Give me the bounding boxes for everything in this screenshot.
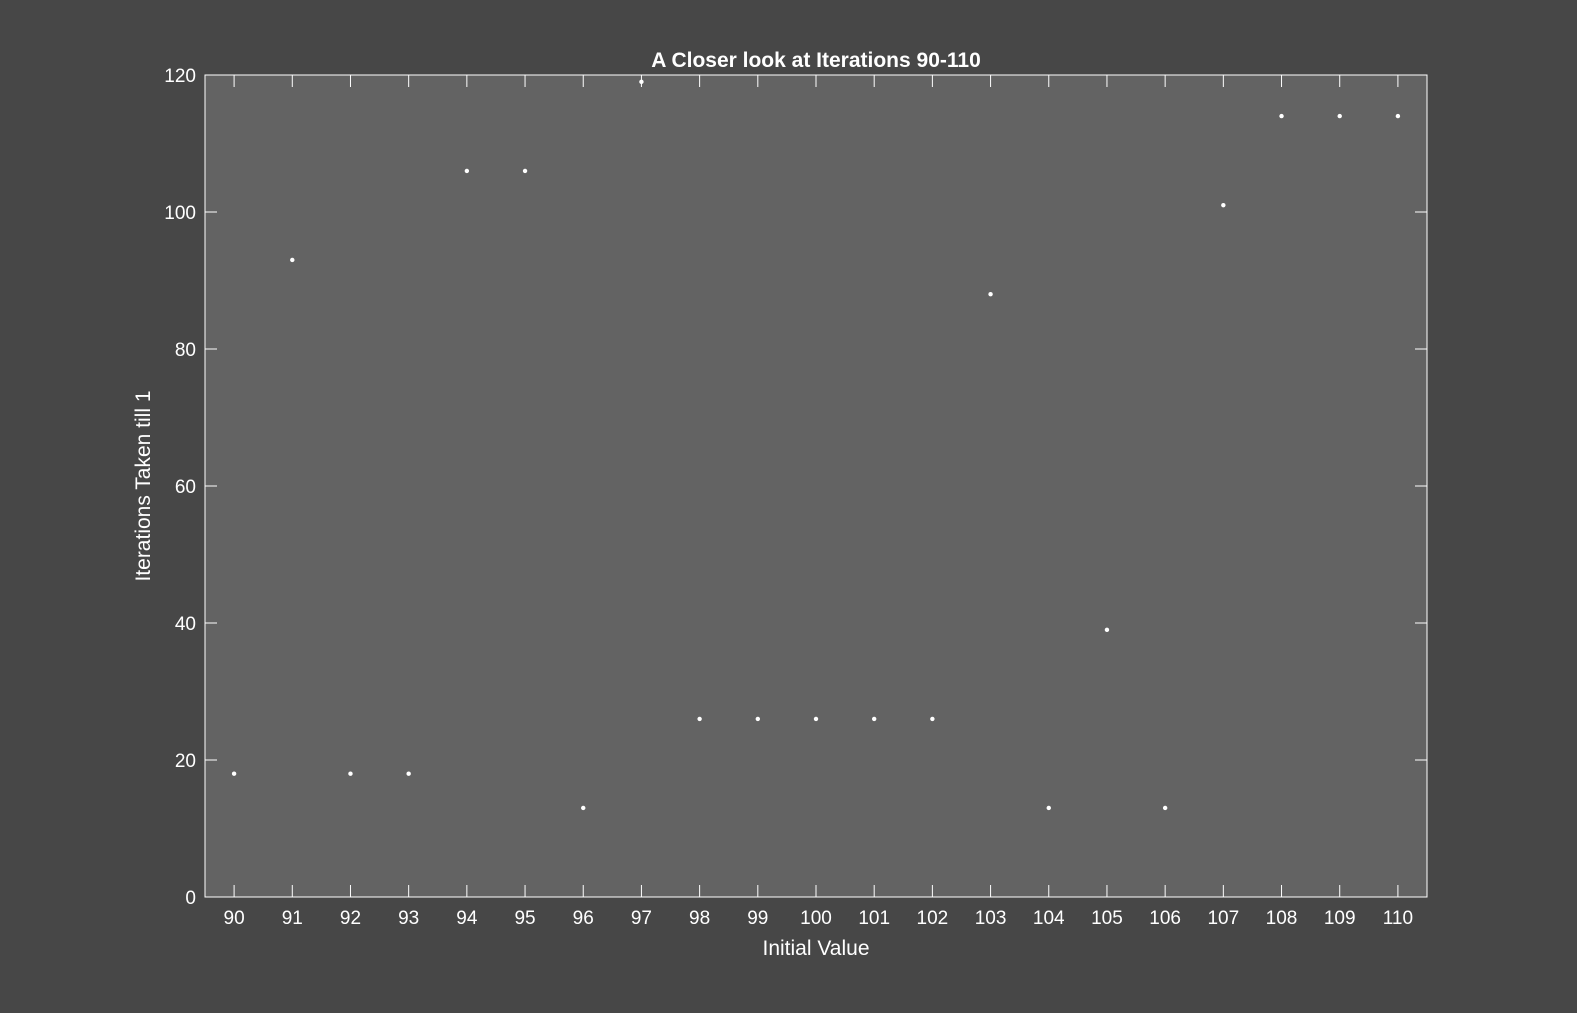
chart-title: A Closer look at Iterations 90-110 [651, 49, 981, 72]
data-point [406, 771, 411, 776]
data-point [290, 257, 295, 263]
y-tick-label: 40 [175, 614, 196, 635]
data-point [813, 716, 819, 722]
x-tick-label: 108 [1266, 908, 1298, 929]
x-tick-label: 91 [282, 908, 303, 929]
y-tick-label: 80 [175, 340, 196, 361]
y-axis-label: Iterations Taken till 1 [132, 390, 155, 581]
data-point [581, 805, 586, 811]
y-tick-label: 60 [175, 477, 196, 498]
x-tick-label: 106 [1149, 908, 1181, 929]
x-tick-label: 110 [1383, 908, 1413, 929]
axis-ticks [205, 74, 1427, 898]
x-tick-label: 103 [975, 908, 1007, 929]
y-tick-label: 120 [164, 66, 196, 87]
x-tick-label: 94 [456, 908, 478, 929]
x-tick-label: 97 [631, 908, 652, 929]
data-point [930, 716, 935, 722]
x-tick-label: 95 [514, 908, 535, 929]
data-point [522, 168, 528, 174]
x-tick-label: 102 [917, 908, 949, 929]
x-tick-label: 98 [689, 908, 710, 929]
data-point [1104, 627, 1110, 633]
data-point [988, 292, 993, 297]
y-tick-label: 0 [185, 888, 196, 909]
data-point [348, 771, 353, 776]
y-tick-label: 20 [175, 751, 196, 772]
data-point [1337, 113, 1342, 119]
x-tick-label: 105 [1091, 908, 1123, 929]
x-tick-label: 107 [1207, 908, 1239, 929]
data-point [871, 716, 877, 722]
plot-area [205, 75, 1427, 897]
data-point [1279, 113, 1284, 119]
x-tick-label: 92 [340, 908, 361, 929]
x-tick-label: 93 [398, 908, 419, 929]
data-point [1221, 202, 1226, 208]
tick-labels: 90 91 92 93 94 95 96 97 98 99 100 101 102 103 104 105 10… [164, 66, 1413, 929]
data-points [231, 79, 1401, 811]
x-tick-label: 101 [858, 908, 890, 929]
x-tick-label: 109 [1324, 908, 1356, 929]
data-point [1395, 113, 1401, 119]
x-tick-label: 99 [747, 908, 768, 929]
data-point [1046, 805, 1051, 811]
data-point [1162, 805, 1168, 811]
data-point [639, 79, 644, 85]
data-point [697, 716, 702, 722]
axes-frame [204, 74, 1428, 898]
y-tick-label: 100 [164, 203, 196, 224]
data-point [231, 771, 237, 776]
data-point [464, 168, 470, 174]
x-tick-label: 104 [1033, 908, 1065, 929]
x-tick-label: 100 [800, 908, 832, 929]
x-tick-label: 90 [224, 908, 245, 929]
x-tick-label: 96 [573, 908, 594, 929]
data-point [755, 716, 761, 722]
x-axis-label: Initial Value [762, 937, 869, 960]
